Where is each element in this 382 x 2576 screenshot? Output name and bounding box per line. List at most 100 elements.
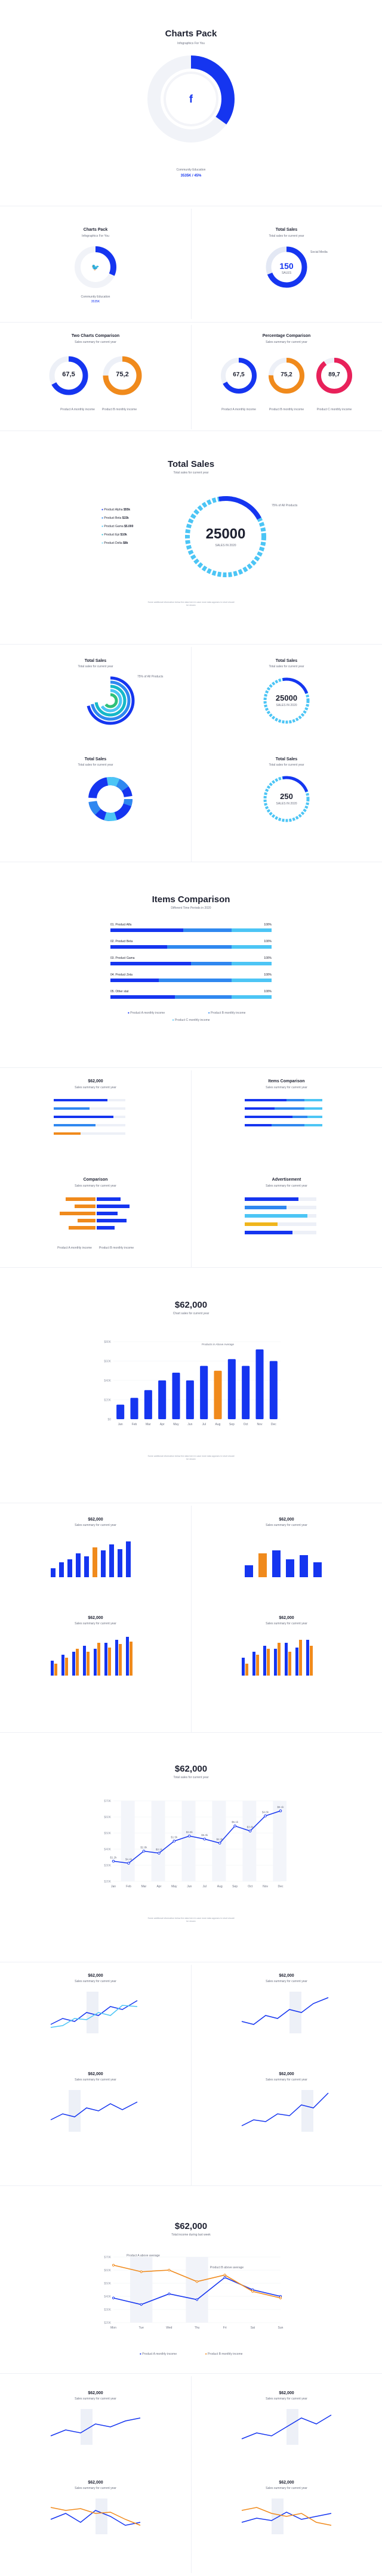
item-row: 04. Product Zeta 100% (110, 973, 272, 990)
small-income-2-title: $62,000 (279, 2391, 294, 2395)
x-tick-label: May (173, 1423, 179, 1426)
percentage-value-b: 75,2 (281, 371, 292, 378)
divider (191, 1506, 192, 1732)
total-sales-main-title: Total Sales (167, 459, 215, 469)
small-line-4-title: $62,000 (279, 2072, 294, 2076)
y-tick-label: $30K (104, 1864, 111, 1868)
data-point (112, 1859, 115, 1863)
data-point (248, 1829, 252, 1832)
small-sales-1-subtitle: Total sales for current year (78, 665, 113, 668)
x-tick-label: Jul (202, 1423, 205, 1426)
two-charts-title: Two Charts Comparison (71, 334, 120, 338)
x-tick-label: Thu (195, 2326, 200, 2330)
items-legend-b: ● Product B monthly income (208, 1011, 246, 1015)
data-point (264, 1815, 267, 1818)
small-income-4-title: $62,000 (279, 2481, 294, 2485)
comparison-legend-a: Product A monthly income (57, 1246, 92, 1250)
bar (186, 1380, 194, 1419)
twitter-caption: Community Education (81, 295, 110, 299)
x-tick-label: Dec (271, 1423, 276, 1426)
twitter-donut: 🐦 (75, 246, 116, 288)
total-sales-legend: Social Media (310, 250, 328, 254)
two-charts-donuts (49, 356, 142, 395)
small-compare-2-subtitle: Sales summary for current year (266, 1086, 307, 1089)
x-tick-label: Jan (118, 1423, 123, 1426)
income-callout-a: Product A above average (127, 2254, 160, 2258)
small-line-1-title: $62,000 (88, 1974, 103, 1978)
data-point (172, 1840, 176, 1843)
bar (200, 1366, 208, 1419)
total-sales-card-title: Total Sales (275, 228, 298, 232)
point-label: $3.0k (247, 1826, 254, 1829)
total-sales-main-note: Some additional information below the da… (147, 601, 235, 606)
small-sales-3-subtitle: Total sales for current year (78, 763, 113, 767)
x-tick-label: Oct (248, 1885, 252, 1888)
data-point (140, 2303, 143, 2306)
two-charts-value-a: 67,5 (62, 371, 75, 378)
small-sales-2-unit: SALES IN 2020 (276, 704, 297, 707)
bar (227, 1359, 236, 1419)
two-charts-subtitle: Sales summary for current year (75, 340, 116, 344)
data-point (279, 1809, 282, 1813)
small-line-3-title: $62,000 (88, 2072, 103, 2076)
small-income-1-title: $62,000 (88, 2391, 103, 2395)
y-tick-label: $70K (104, 1800, 111, 1803)
bar (144, 1390, 152, 1419)
small-income-3-chart (50, 2498, 141, 2534)
column-band (130, 2257, 153, 2323)
small-income-2-chart (241, 2409, 332, 2445)
items-legend-a: ● Product A monthly income (127, 1011, 165, 1015)
data-point (233, 1824, 236, 1828)
small-sales-1-title: Total Sales (84, 659, 107, 663)
line-main-subtitle: Total sales for current year (173, 1776, 209, 1779)
small-compare-1-subtitle: Sales summary for current year (75, 1086, 116, 1089)
y-tick-label: $50K (104, 2282, 111, 2286)
hero-caption: Community Education (176, 168, 206, 172)
y-tick-label: $20K (104, 2321, 111, 2325)
percentage-title: Percentage Comparison (262, 334, 311, 338)
divider (191, 1965, 192, 2185)
y-tick-label: $60K (104, 1816, 111, 1819)
x-tick-label: Fri (223, 2326, 227, 2330)
small-sales-4-unit: SALES IN 2020 (276, 802, 297, 806)
data-point (127, 1862, 130, 1865)
x-tick-label: Feb (126, 1885, 131, 1888)
bar-main-title: $62,000 (174, 1300, 208, 1310)
x-tick-label: Dec (278, 1885, 284, 1888)
x-tick-label: Aug (215, 1423, 221, 1426)
x-tick-label: Oct (244, 1423, 248, 1426)
bar (158, 1380, 167, 1419)
two-charts-value-b: 75,2 (116, 371, 129, 378)
x-tick-label: Apr (156, 1885, 161, 1888)
small-line-4-subtitle: Sales summary for current year (266, 2078, 307, 2082)
x-tick-label: Jun (187, 1423, 192, 1426)
point-label: $3.8k (186, 1831, 193, 1834)
twitter-card-subtitle: Infographics For You (82, 234, 109, 238)
data-point (140, 2270, 143, 2273)
small-sales-1-radial (86, 676, 135, 725)
small-income-2-subtitle: Sales summary for current year (266, 2397, 307, 2401)
bar (269, 1361, 278, 1419)
small-income-4-subtitle: Sales summary for current year (266, 2487, 307, 2490)
y-tick-label: $70K (104, 2256, 111, 2259)
legend-item: ● Product Delta $8k (101, 541, 128, 545)
divider (0, 322, 382, 323)
data-point (223, 2276, 226, 2279)
total-sales-main-subtitle: Total sales for current year (173, 471, 209, 475)
column-band (151, 1801, 165, 1881)
data-point (112, 2264, 115, 2267)
y-tick-label: $30K (104, 2308, 111, 2312)
small-bar-1-title: $62,000 (88, 1518, 103, 1522)
hero-section: Charts Pack Infographics For You f Commu… (0, 0, 382, 203)
data-point (203, 1837, 207, 1841)
twitter-icon: 🐦 (91, 264, 100, 271)
y-tick-label: $20K (104, 1880, 111, 1884)
advertisement-bars (245, 1197, 316, 1234)
items-comparison-subtitle: Different Time Periods in 2020 (171, 906, 211, 910)
divider (0, 1267, 382, 1268)
percentage-subtitle: Sales summary for current year (266, 340, 307, 344)
data-point (187, 1834, 191, 1838)
small-bar-2-chart (245, 1550, 322, 1577)
total-sales-main-callout: 75% of All Products (272, 504, 298, 507)
